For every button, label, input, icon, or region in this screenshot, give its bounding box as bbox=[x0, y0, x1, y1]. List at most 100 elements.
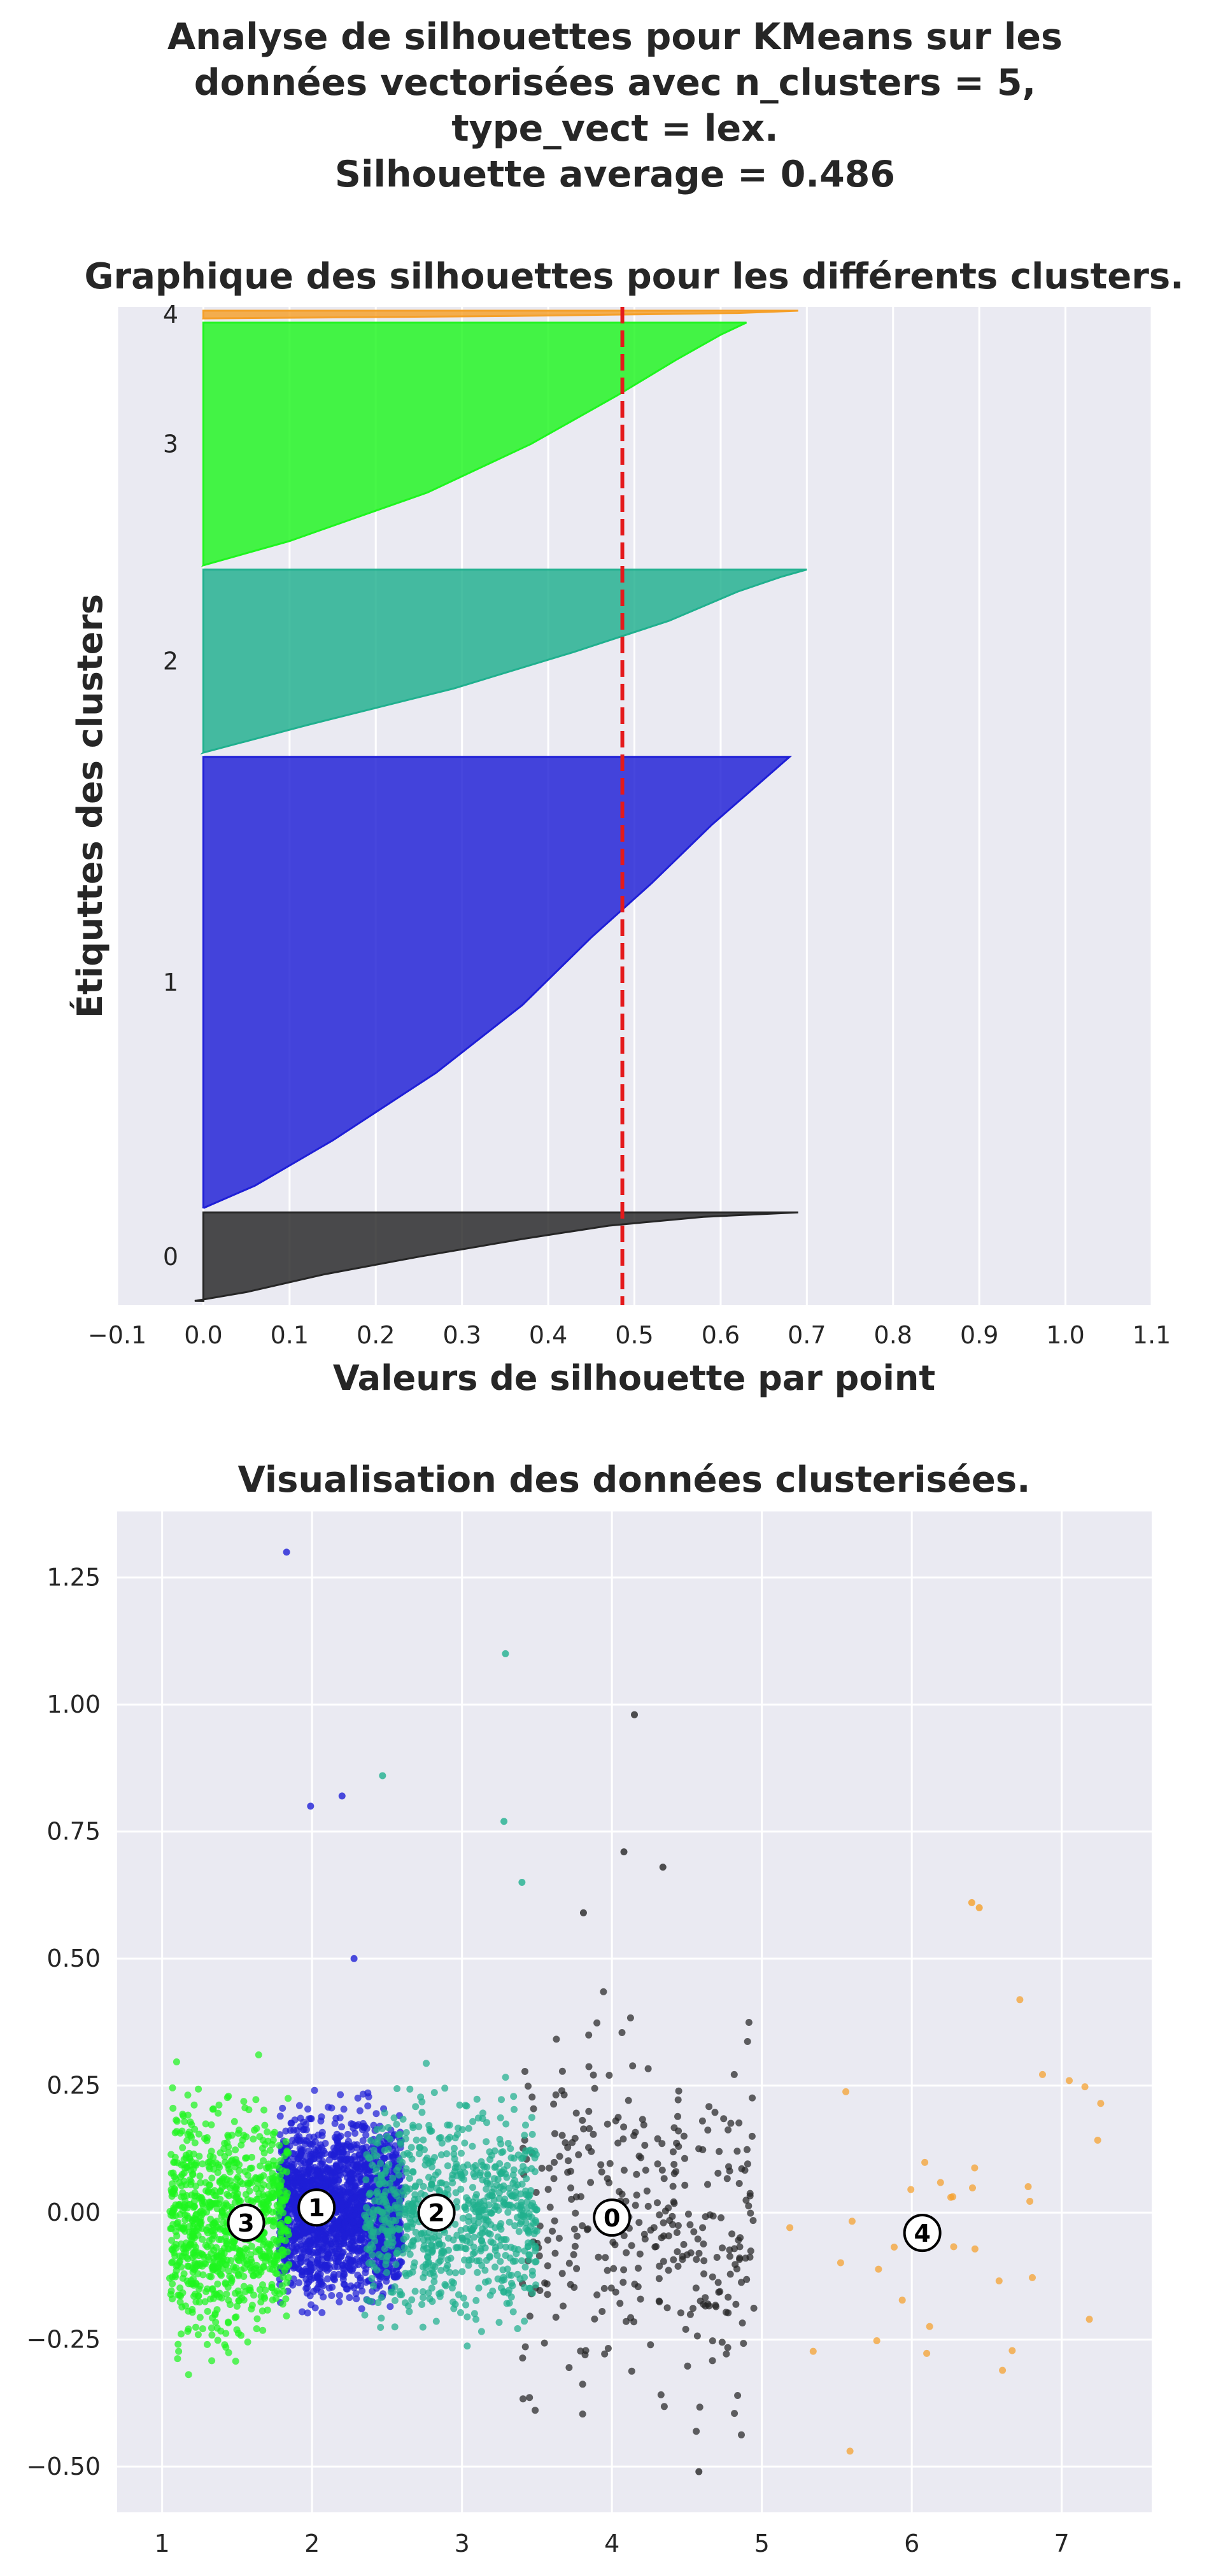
data-point-cluster-3 bbox=[277, 2157, 284, 2165]
data-point-cluster-0 bbox=[739, 2319, 746, 2327]
data-point-cluster-2 bbox=[483, 2185, 490, 2193]
data-point-cluster-2 bbox=[426, 2295, 434, 2303]
cluster-center-marker bbox=[227, 2204, 265, 2242]
data-point-cluster-4 bbox=[923, 2349, 931, 2357]
data-point-cluster-3 bbox=[278, 2197, 286, 2204]
data-point-cluster-3 bbox=[278, 2252, 285, 2260]
data-point-cluster-1 bbox=[331, 2120, 339, 2127]
data-point-cluster-2 bbox=[395, 2163, 402, 2171]
data-point-cluster-2 bbox=[371, 2197, 378, 2205]
data-point-cluster-2 bbox=[505, 2201, 512, 2209]
data-point-cluster-1 bbox=[314, 2257, 321, 2265]
data-point-cluster-1 bbox=[314, 2251, 322, 2259]
data-point-cluster-3 bbox=[199, 2271, 207, 2279]
data-point-cluster-1 bbox=[340, 2240, 347, 2247]
silhouette-fills bbox=[194, 309, 807, 1302]
data-point-cluster-3 bbox=[258, 2307, 266, 2315]
data-point-cluster-3 bbox=[225, 2092, 232, 2100]
data-point-cluster-3 bbox=[232, 2313, 240, 2321]
data-point-cluster-0 bbox=[641, 2142, 649, 2149]
data-point-cluster-3 bbox=[275, 2189, 283, 2196]
data-point-cluster-4 bbox=[975, 1904, 983, 1911]
data-point-cluster-1 bbox=[348, 2146, 355, 2153]
data-point-cluster-3 bbox=[220, 2145, 228, 2153]
data-point-cluster-2 bbox=[514, 2270, 521, 2278]
data-point-cluster-2 bbox=[477, 2328, 485, 2335]
data-point-cluster-0 bbox=[749, 2094, 756, 2102]
data-point-cluster-3 bbox=[260, 2157, 267, 2165]
data-point-cluster-1 bbox=[355, 2151, 363, 2158]
data-point-cluster-3 bbox=[252, 2096, 260, 2104]
data-point-cluster-1 bbox=[358, 2145, 366, 2153]
data-point-cluster-2 bbox=[444, 2135, 452, 2143]
data-point-cluster-2 bbox=[410, 2237, 418, 2244]
data-point-cluster-2 bbox=[523, 2198, 531, 2205]
data-point-cluster-3 bbox=[253, 2325, 260, 2333]
data-point-cluster-1 bbox=[347, 2155, 355, 2163]
data-point-cluster-3 bbox=[244, 2339, 251, 2346]
data-point-cluster-3 bbox=[179, 2144, 187, 2151]
data-point-cluster-4 bbox=[837, 2259, 844, 2267]
data-point-cluster-3 bbox=[193, 2211, 201, 2218]
data-point-cluster-2 bbox=[502, 2120, 510, 2128]
data-point-cluster-1 bbox=[353, 2204, 361, 2212]
data-point-cluster-3 bbox=[214, 2169, 222, 2176]
data-point-cluster-2 bbox=[518, 2257, 525, 2265]
data-point-cluster-0 bbox=[669, 2183, 677, 2190]
data-point-cluster-1 bbox=[340, 2281, 348, 2288]
data-point-cluster-0 bbox=[565, 2364, 573, 2372]
data-point-cluster-0 bbox=[736, 2243, 744, 2251]
data-point-cluster-0 bbox=[718, 2214, 725, 2221]
data-point-cluster-2 bbox=[406, 2308, 413, 2316]
data-point-cluster-2 bbox=[422, 2263, 430, 2271]
data-point-cluster-3 bbox=[245, 2286, 253, 2294]
data-point-cluster-3 bbox=[176, 2298, 184, 2306]
data-point-cluster-0 bbox=[635, 2219, 643, 2226]
data-point-cluster-2 bbox=[521, 2318, 528, 2325]
data-point-cluster-0 bbox=[695, 2249, 703, 2257]
data-point-cluster-2 bbox=[391, 2296, 399, 2304]
silhouette-fill-cluster-1 bbox=[202, 756, 793, 1209]
scatter-x-tick: 5 bbox=[754, 2530, 770, 2558]
data-point-cluster-3 bbox=[271, 2128, 278, 2136]
data-point-cluster-0 bbox=[702, 2294, 709, 2302]
data-point-cluster-3 bbox=[167, 2169, 175, 2177]
data-point-cluster-0 bbox=[681, 2181, 689, 2189]
data-point-cluster-2 bbox=[491, 2163, 498, 2171]
data-point-cluster-3 bbox=[233, 2159, 241, 2167]
data-point-cluster-2 bbox=[386, 2135, 393, 2143]
data-point-cluster-0 bbox=[716, 2148, 723, 2155]
data-point-cluster-0 bbox=[694, 2235, 702, 2243]
data-point-cluster-2 bbox=[525, 2284, 533, 2292]
data-point-cluster-4 bbox=[809, 2347, 817, 2355]
data-point-cluster-2 bbox=[379, 1772, 386, 1780]
data-point-cluster-3 bbox=[169, 2280, 176, 2288]
data-point-cluster-1 bbox=[346, 2213, 353, 2221]
data-point-cluster-2 bbox=[441, 2084, 449, 2092]
data-point-cluster-3 bbox=[243, 2260, 251, 2268]
data-point-cluster-0 bbox=[567, 2167, 574, 2175]
data-point-cluster-0 bbox=[631, 2281, 639, 2288]
scatter-x-tick-labels: 1 2 3 4 5 6 7 bbox=[155, 2530, 1070, 2558]
data-point-cluster-0 bbox=[750, 2304, 758, 2312]
data-point-cluster-3 bbox=[237, 2197, 244, 2205]
data-point-cluster-3 bbox=[207, 2227, 215, 2235]
data-point-cluster-3 bbox=[196, 2282, 204, 2290]
silhouette-x-tick: 0.0 bbox=[184, 1321, 222, 1349]
data-point-cluster-3 bbox=[190, 2228, 198, 2235]
silhouette-x-tick: 0.2 bbox=[357, 1321, 395, 1349]
cluster-center-label: 0 bbox=[604, 2204, 620, 2232]
data-point-cluster-1 bbox=[336, 2291, 343, 2299]
data-point-cluster-1 bbox=[295, 2190, 302, 2198]
data-point-cluster-4 bbox=[937, 2179, 944, 2186]
data-point-cluster-2 bbox=[415, 2123, 423, 2130]
data-point-cluster-1 bbox=[308, 2115, 315, 2123]
data-point-cluster-1 bbox=[308, 2141, 315, 2148]
data-point-cluster-2 bbox=[418, 2301, 426, 2308]
data-point-cluster-4 bbox=[1066, 2077, 1073, 2084]
data-point-cluster-3 bbox=[183, 2212, 191, 2219]
data-point-cluster-0 bbox=[692, 2284, 700, 2292]
data-point-cluster-2 bbox=[370, 2282, 377, 2289]
data-point-cluster-0 bbox=[597, 2161, 605, 2169]
data-point-cluster-1 bbox=[348, 2267, 356, 2275]
